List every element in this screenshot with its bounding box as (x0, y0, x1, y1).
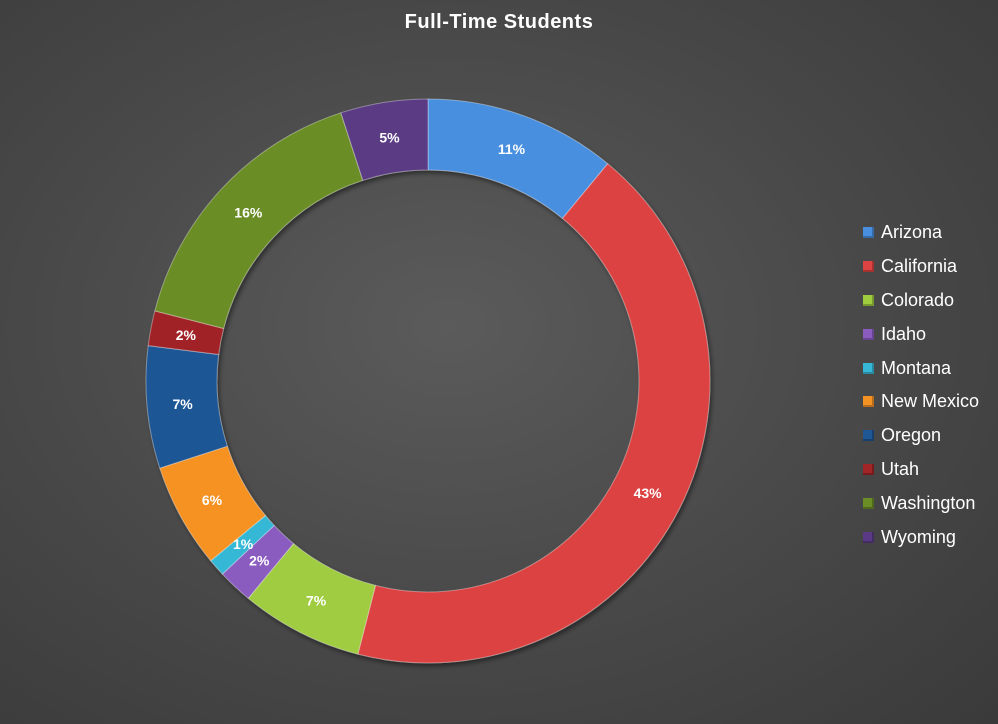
legend-label: Idaho (881, 323, 927, 344)
legend-label: Montana (881, 357, 952, 378)
slice-wyoming (340, 98, 429, 181)
data-label-montana: 1% (233, 536, 254, 552)
legend-swatch (863, 396, 874, 408)
legend-item-california: California (863, 250, 979, 284)
legend-label: Oregon (881, 425, 942, 446)
legend-item-colorado: Colorado (863, 284, 979, 318)
data-label-new-mexico: 6% (202, 492, 223, 508)
legend-item-idaho: Idaho (863, 317, 979, 351)
donut-labels: 11%43%7%2%1%6%7%2%16%5% (172, 130, 662, 609)
legend-item-new-mexico: New Mexico (863, 385, 979, 419)
data-label-arizona: 11% (498, 141, 526, 157)
slice-washington (154, 112, 364, 330)
legend-item-arizona: Arizona (863, 216, 979, 250)
data-label-oregon: 7% (172, 396, 193, 412)
data-label-wyoming: 5% (379, 130, 400, 146)
legend-label: Wyoming (881, 526, 956, 547)
legend-item-washington: Washington (863, 486, 979, 520)
legend-item-montana: Montana (863, 351, 979, 385)
legend-label: Utah (881, 458, 920, 479)
legend-swatch (863, 261, 874, 273)
legend-label: New Mexico (881, 391, 980, 412)
legend-item-utah: Utah (863, 453, 979, 487)
slice-california (357, 163, 711, 664)
legend-swatch (863, 294, 874, 306)
legend-item-wyoming: Wyoming (863, 520, 979, 554)
legend-swatch (863, 362, 874, 374)
legend-label: Colorado (881, 289, 955, 310)
legend-label: Arizona (881, 222, 943, 243)
legend-swatch (863, 430, 874, 442)
legend-item-oregon: Oregon (863, 419, 979, 453)
data-label-colorado: 7% (306, 593, 327, 609)
legend-label: California (881, 256, 958, 277)
legend: Arizona California Colorado Idaho Montana New… (863, 216, 979, 554)
legend-swatch (863, 531, 874, 543)
legend-label: Washington (881, 492, 976, 513)
data-label-idaho: 2% (249, 553, 270, 569)
legend-swatch (863, 497, 874, 509)
chart-title: Full-Time Students (404, 11, 594, 33)
data-label-utah: 2% (176, 327, 197, 343)
data-label-washington: 16% (234, 204, 263, 220)
legend-swatch (863, 328, 874, 340)
legend-swatch (863, 227, 874, 239)
donut-slices (145, 98, 711, 664)
data-label-california: 43% (634, 485, 663, 501)
legend-swatch (863, 463, 874, 475)
